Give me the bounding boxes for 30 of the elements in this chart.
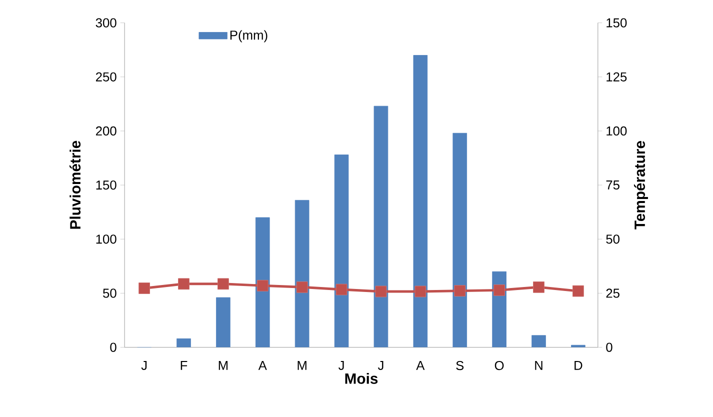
y2-tick-label: 25 xyxy=(606,288,620,298)
y2-tick-label: 0 xyxy=(606,342,612,352)
y2-tick-label: 75 xyxy=(606,180,620,190)
x-tick-label: S xyxy=(456,361,464,370)
x-tick-label: M xyxy=(218,361,228,370)
x-tick-label: D xyxy=(574,361,582,370)
x-tick-label: F xyxy=(180,361,188,370)
y-tick-label: 50 xyxy=(103,288,116,298)
y2-tick-label: 100 xyxy=(606,126,627,136)
y-tick-label: 150 xyxy=(96,180,116,190)
x-tick-label: A xyxy=(416,361,425,370)
x-axis-title: Mois xyxy=(345,373,378,384)
x-tick-label: M xyxy=(298,361,306,370)
legend-label: P(mm) xyxy=(230,30,268,42)
y-tick-label: 200 xyxy=(96,126,116,136)
y-tick-label: 300 xyxy=(96,18,116,28)
x-tick-label: N xyxy=(535,361,542,370)
y2-tick-label: 125 xyxy=(606,72,627,82)
x-tick-label: J xyxy=(141,361,147,370)
x-tick-label: A xyxy=(258,361,267,370)
y-tick-label: 250 xyxy=(96,72,116,82)
y-axis-title: Pluviométrie xyxy=(70,141,81,229)
y2-tick-label: 50 xyxy=(606,234,620,244)
y2-tick-label: 150 xyxy=(606,18,627,28)
y2-axis-title: Température xyxy=(634,141,648,230)
x-tick-label: J xyxy=(338,361,344,370)
x-tick-label: O xyxy=(494,361,504,370)
y-tick-label: 100 xyxy=(96,234,116,244)
y-tick-label: 0 xyxy=(110,342,116,352)
x-tick-label: J xyxy=(378,361,384,370)
